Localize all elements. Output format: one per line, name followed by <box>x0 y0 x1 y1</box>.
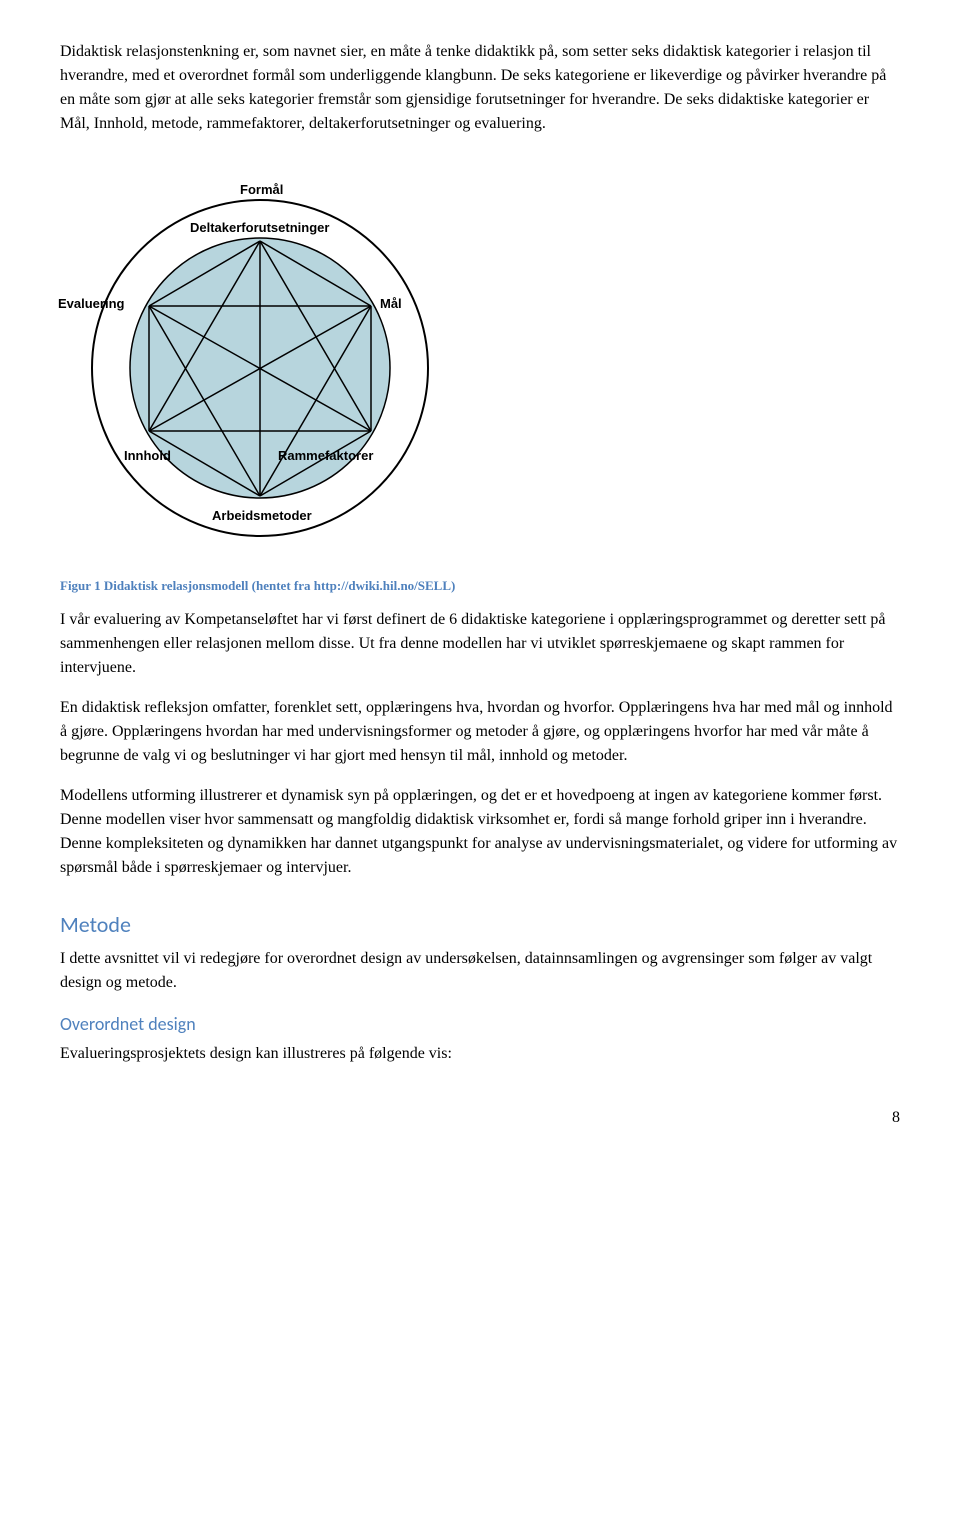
intro-paragraph: Didaktisk relasjonstenkning er, som navn… <box>60 40 900 136</box>
figure-caption: Figur 1 Didaktisk relasjonsmodell (hente… <box>60 576 900 596</box>
page-number: 8 <box>60 1106 900 1130</box>
paragraph-6: Evalueringsprosjektets design kan illust… <box>60 1042 900 1066</box>
label-formal: Formål <box>240 180 283 200</box>
label-rammefaktorer: Rammefaktorer <box>278 446 373 466</box>
label-deltakerforutsetninger: Deltakerforutsetninger <box>190 218 329 238</box>
section-metode-heading: Metode <box>60 908 900 941</box>
subsection-overordnet-design-heading: Overordnet design <box>60 1011 900 1038</box>
didactic-relation-diagram: Formål Deltakerforutsetninger Mål Rammef… <box>60 166 460 566</box>
label-arbeidsmetoder: Arbeidsmetoder <box>212 506 312 526</box>
paragraph-4: Modellens utforming illustrerer et dynam… <box>60 784 900 880</box>
label-mal: Mål <box>380 294 402 314</box>
paragraph-2: I vår evaluering av Kompetanseløftet har… <box>60 608 900 680</box>
label-innhold: Innhold <box>124 446 171 466</box>
paragraph-3: En didaktisk refleksjon omfatter, forenk… <box>60 696 900 768</box>
paragraph-5: I dette avsnittet vil vi redegjøre for o… <box>60 947 900 995</box>
label-evaluering: Evaluering <box>58 294 124 314</box>
